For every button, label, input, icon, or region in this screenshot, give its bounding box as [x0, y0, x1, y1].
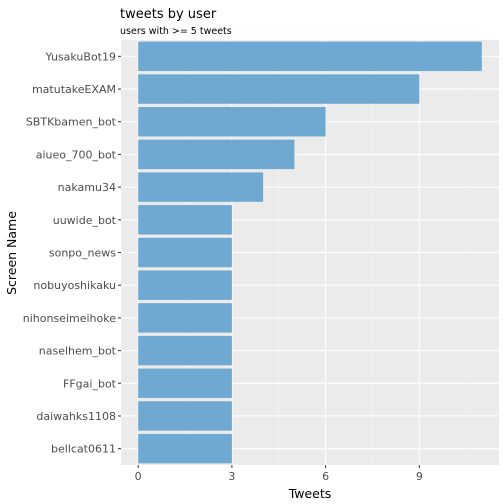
y-tick-label: aiueo_700_bot	[36, 148, 117, 161]
y-tick-label: bellcat0611	[51, 443, 116, 456]
bar	[138, 401, 232, 431]
x-axis-title: Tweets	[288, 486, 332, 501]
y-tick-label: naselhem_bot	[39, 345, 117, 358]
chart-subtitle: users with >= 5 tweets	[120, 26, 232, 37]
x-tick-label: 0	[135, 470, 142, 483]
bar	[138, 237, 232, 268]
y-tick-label: uuwide_bot	[53, 214, 117, 227]
y-tick-label: FFgai_bot	[63, 377, 117, 390]
bar	[138, 172, 264, 202]
bar-layer	[138, 41, 482, 464]
y-tick-label: sonpo_news	[49, 247, 116, 260]
y-tick-label: nakamu34	[58, 181, 116, 194]
x-tick-label: 6	[322, 470, 329, 483]
bar	[138, 107, 326, 137]
y-tick-label: YusakuBot19	[45, 50, 117, 63]
bar	[138, 368, 232, 398]
bar	[138, 303, 232, 333]
bar	[138, 335, 232, 366]
bar	[138, 205, 232, 235]
y-tick-label: nobuyoshikaku	[33, 279, 116, 292]
y-tick-label: matutakeEXAM	[32, 83, 116, 96]
y-tick-label: daiwahks1108	[36, 410, 116, 423]
axis-layer: YusakuBot19 matutakeEXAM SBTKbamen_botaiue…	[23, 50, 423, 483]
chart-title: tweets by user	[120, 7, 217, 22]
x-tick-label: 3	[228, 470, 235, 483]
bar	[138, 433, 232, 464]
y-tick-label: nihonseimeihoke	[23, 312, 116, 325]
bar	[138, 74, 420, 104]
bar	[138, 41, 482, 72]
y-tick-label: SBTKbamen_bot	[26, 116, 117, 129]
bar	[138, 139, 295, 170]
y-axis-title: Screen Name	[4, 211, 19, 295]
x-tick-label: 9	[416, 470, 423, 483]
bar	[138, 270, 232, 300]
